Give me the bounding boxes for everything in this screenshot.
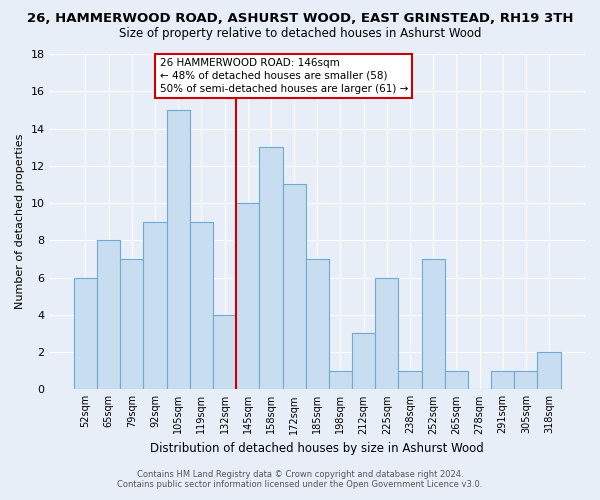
Bar (329, 370, 352, 390)
Bar (398, 370, 422, 390)
Text: Size of property relative to detached houses in Ashurst Wood: Size of property relative to detached ho… (119, 28, 481, 40)
Text: 26 HAMMERWOOD ROAD: 146sqm
← 48% of detached houses are smaller (58)
50% of semi: 26 HAMMERWOOD ROAD: 146sqm ← 48% of deta… (160, 58, 408, 94)
Bar (97, 240, 120, 390)
Bar (283, 184, 305, 390)
X-axis label: Distribution of detached houses by size in Ashurst Wood: Distribution of detached houses by size … (151, 442, 484, 455)
Bar (445, 370, 468, 390)
Text: 26, HAMMERWOOD ROAD, ASHURST WOOD, EAST GRINSTEAD, RH19 3TH: 26, HAMMERWOOD ROAD, ASHURST WOOD, EAST … (27, 12, 573, 26)
Bar (167, 110, 190, 390)
Bar (538, 352, 560, 390)
Bar (491, 370, 514, 390)
Bar (514, 370, 538, 390)
Bar (422, 259, 445, 390)
Bar (352, 334, 375, 390)
Y-axis label: Number of detached properties: Number of detached properties (15, 134, 25, 310)
Bar (305, 259, 329, 390)
Bar (259, 147, 283, 390)
Bar (74, 278, 97, 390)
Bar (375, 278, 398, 390)
Text: Contains HM Land Registry data © Crown copyright and database right 2024.
Contai: Contains HM Land Registry data © Crown c… (118, 470, 482, 489)
Bar (120, 259, 143, 390)
Bar (190, 222, 213, 390)
Bar (143, 222, 167, 390)
Bar (213, 315, 236, 390)
Bar (236, 203, 259, 390)
